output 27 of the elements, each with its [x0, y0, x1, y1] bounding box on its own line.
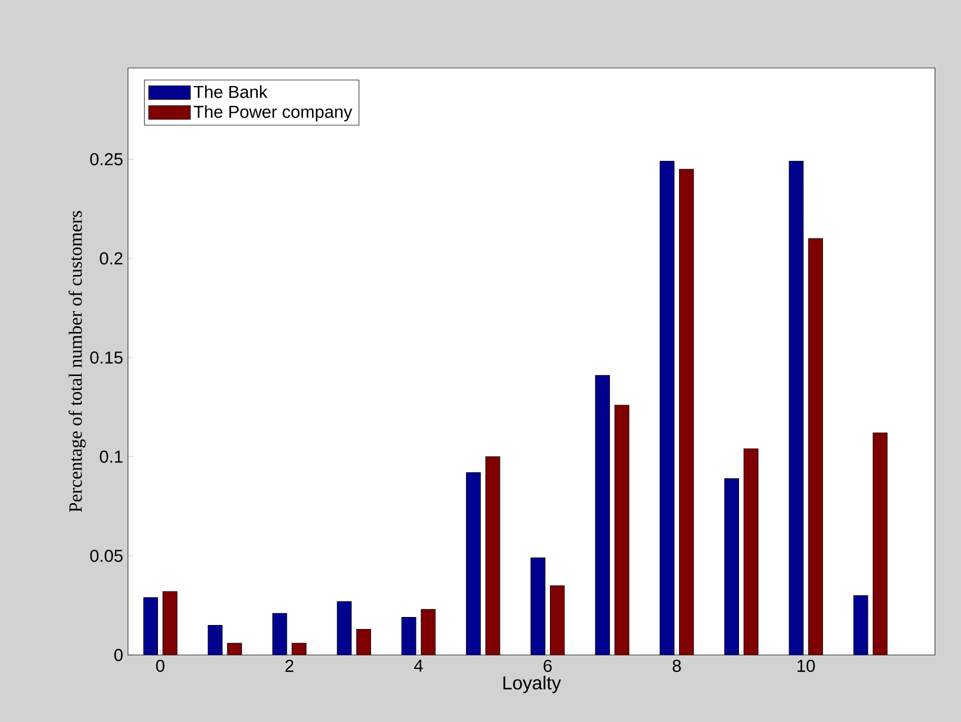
bar [550, 585, 565, 655]
bar [808, 238, 823, 655]
x-tick-label: 6 [544, 660, 552, 672]
bar [227, 643, 242, 655]
bar [872, 432, 888, 655]
bar [679, 168, 694, 655]
y-tick-label: 0 [114, 648, 123, 662]
x-tick-label: 2 [285, 660, 294, 672]
y-tick-label: 0.2 [100, 252, 122, 265]
bar [162, 591, 178, 655]
y-tick-label: 0.15 [90, 351, 123, 364]
x-axis-title: Loyalty [503, 676, 562, 694]
bar [356, 628, 372, 655]
x-tick-label: 10 [798, 660, 815, 672]
bar [744, 448, 758, 655]
bar [420, 609, 436, 655]
y-tick-label: 0.05 [90, 550, 123, 562]
bar [614, 404, 630, 655]
y-tick-label: 0.1 [100, 450, 122, 463]
x-tick-label: 8 [672, 660, 681, 672]
y-axis-title: Percentage of total number of customers [68, 211, 86, 512]
bar [485, 456, 500, 655]
legend-label: The Power company [194, 105, 352, 122]
x-tick-label: 0 [156, 660, 164, 672]
y-tick-label: 0.25 [90, 153, 123, 166]
legend-label: The Bank [194, 85, 268, 98]
x-tick-label: 4 [414, 660, 423, 672]
